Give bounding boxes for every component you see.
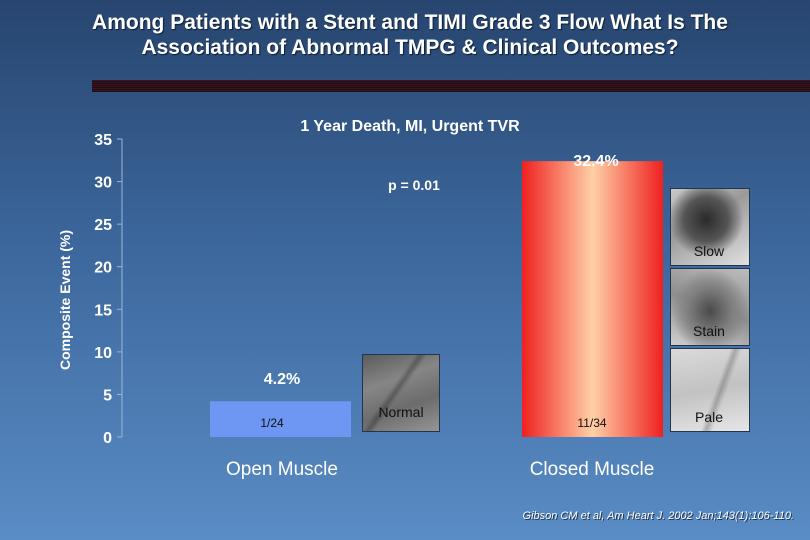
slide-title-line2: Association of Abnormal TMPG & Clinical … [141,36,679,59]
thumb-label-slow: Slow [693,243,725,259]
bar-open-muscle [210,401,351,437]
bar-value-label: 4.2% [264,371,300,388]
angiogram-slow-image [670,188,750,266]
p-value-annotation: p = 0.01 [388,177,440,193]
thumb-label-stain: Stain [693,323,725,339]
bar-count-label: 11/34 [577,416,606,430]
y-tick-label: 25 [94,217,112,234]
bar-count-label: 1/24 [260,416,284,430]
bar-closed-muscle [522,161,663,437]
x-category-label: Closed Muscle [530,459,655,480]
slide-title: Among Patients with a Stent and TIMI Gra… [20,10,800,60]
y-tick-label: 30 [94,175,112,192]
chart-title: 1 Year Death, MI, Urgent TVR [300,118,520,135]
y-tick-label: 5 [103,387,112,404]
citation: Gibson CM et al, Am Heart J. 2002 Jan;14… [522,510,794,522]
y-axis-label: Composite Event (%) [57,230,73,370]
thumb-label-pale: Pale [694,409,724,425]
y-tick-label: 20 [94,260,112,277]
slide-title-line1: Among Patients with a Stent and TIMI Gra… [92,11,728,34]
y-tick-label: 15 [94,302,112,319]
angiogram-pale-image [670,348,750,432]
thumb-label-normal: Normal [378,404,424,420]
x-category-label: Open Muscle [226,459,338,480]
bar-value-label: 32.4% [573,153,618,170]
angiogram-normal-image [362,354,440,432]
y-tick-label: 35 [94,132,112,149]
y-tick-label: 10 [94,345,112,362]
angiogram-stain-image [670,268,750,346]
y-tick-label: 0 [103,430,112,447]
title-divider [92,80,810,92]
